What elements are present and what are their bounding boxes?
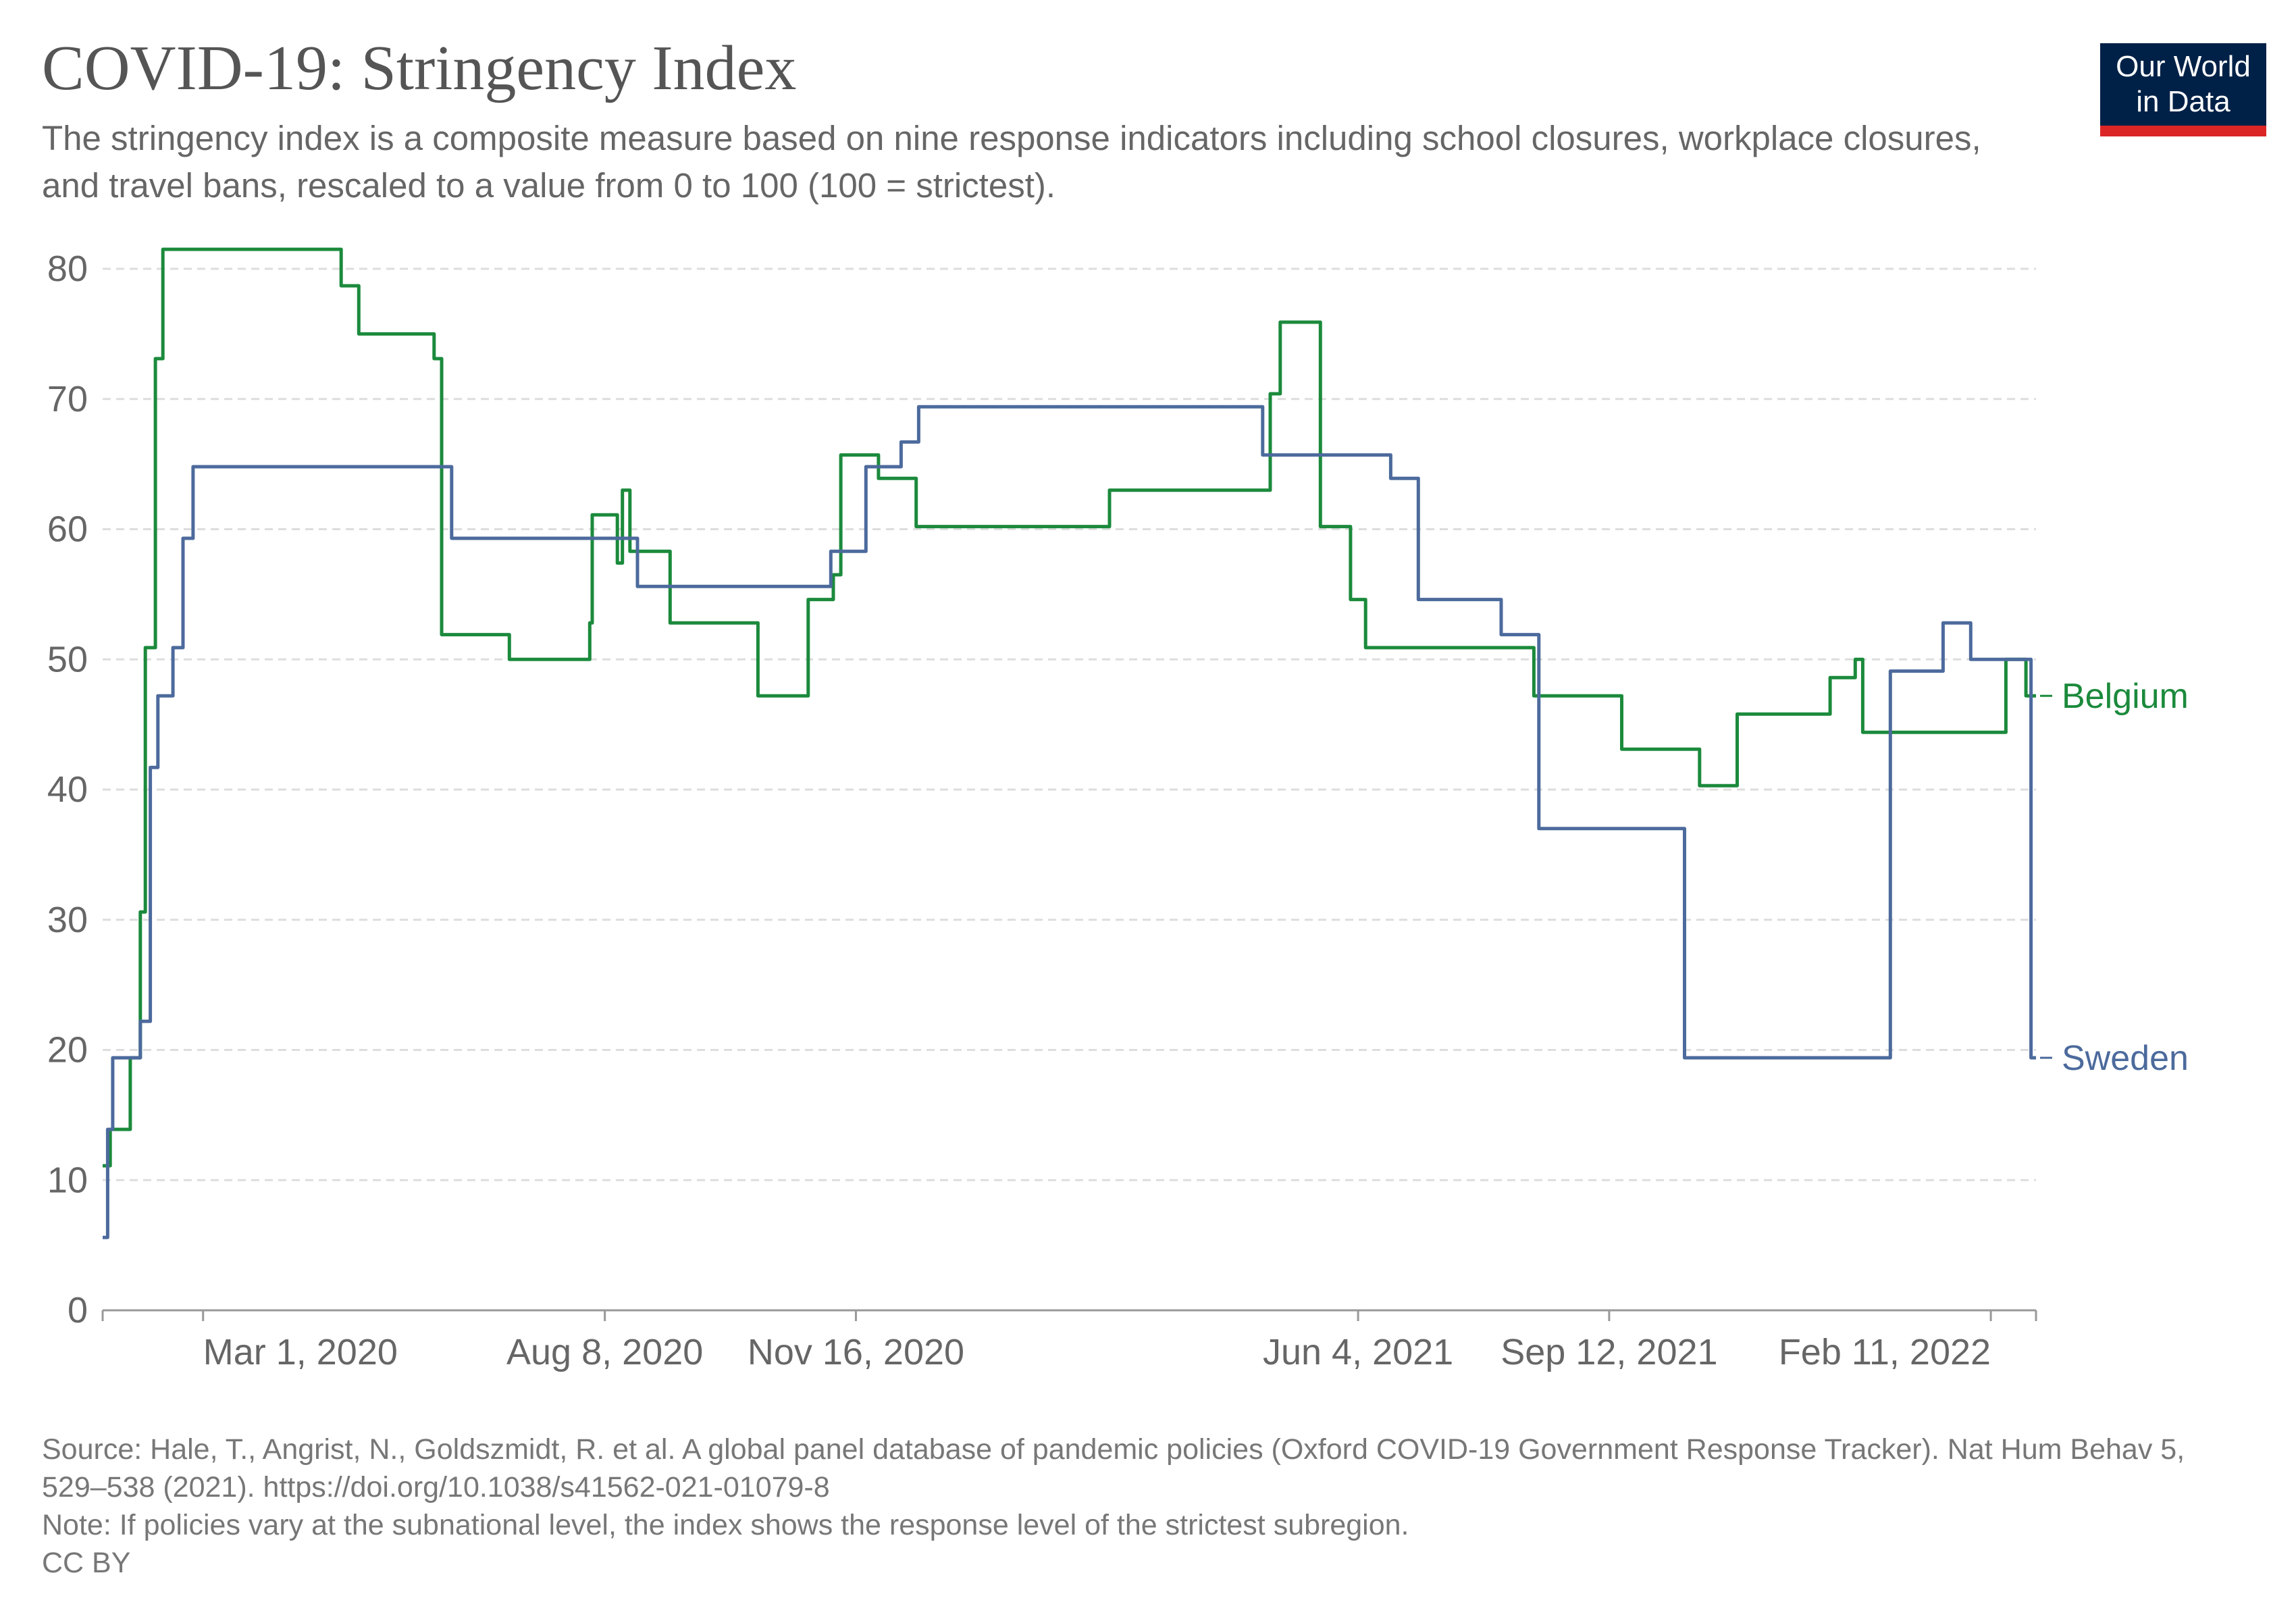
y-tick-label: 0 [68, 1290, 88, 1331]
y-tick-label: 40 [47, 769, 88, 810]
y-tick-label: 20 [47, 1030, 88, 1071]
logo-line-2: in Data [2136, 85, 2230, 118]
y-tick-label: 70 [47, 379, 88, 419]
chart-footer: Source: Hale, T., Angrist, N., Goldszmid… [42, 1431, 2237, 1582]
belgium-line [103, 247, 2036, 1168]
x-tick-label: Mar 1, 2020 [203, 1332, 398, 1372]
license-link[interactable]: CC BY [42, 1547, 131, 1579]
chart-title: COVID-19: Stringency Index [42, 33, 797, 103]
x-tick-label: Sep 12, 2021 [1501, 1332, 1717, 1372]
grid-layer [103, 267, 2036, 1181]
x-tick-label: Aug 8, 2020 [506, 1332, 703, 1372]
logo-accent-bar [2100, 126, 2266, 136]
policy-note: Note: If policies vary at the subnationa… [42, 1509, 1409, 1541]
sweden-legend-label: Sweden [2062, 1039, 2189, 1078]
sweden-line [103, 405, 2036, 1239]
chart-subtitle: The stringency index is a composite meas… [42, 119, 1981, 205]
series-layer [103, 247, 2036, 1239]
y-tick-label: 50 [47, 639, 88, 679]
stringency-line-chart: 0 10 20 30 40 50 60 70 80 Mar 1, 2020 Aug 8, 2020… [47, 247, 2189, 1372]
belgium-legend-label: Belgium [2062, 677, 2189, 716]
y-tick-label: 10 [47, 1160, 88, 1200]
x-tick-label: Feb 11, 2022 [1779, 1332, 1991, 1372]
x-axis: Mar 1, 2020 Aug 8, 2020 Nov 16, 2020 Jun 4,… [101, 1309, 2037, 1372]
legend: Belgium Sweden [2040, 677, 2189, 1078]
x-tick-label: Nov 16, 2020 [748, 1332, 964, 1372]
y-tick-label: 30 [47, 900, 88, 940]
y-axis: 0 10 20 30 40 50 60 70 80 [47, 249, 88, 1331]
source-note: Source: Hale, T., Angrist, N., Goldszmid… [42, 1433, 2185, 1503]
owid-logo[interactable]: Our World in Data [2100, 43, 2266, 136]
logo-line-1: Our World [2116, 50, 2251, 83]
y-tick-label: 80 [47, 249, 88, 289]
y-tick-label: 60 [47, 509, 88, 550]
x-tick-label: Jun 4, 2021 [1263, 1332, 1453, 1372]
